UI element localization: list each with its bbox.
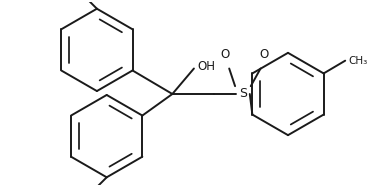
Text: S: S [239,88,247,100]
Text: CH₃: CH₃ [348,56,367,66]
Text: OH: OH [198,60,216,73]
Text: O: O [260,48,269,61]
Text: O: O [221,48,230,61]
